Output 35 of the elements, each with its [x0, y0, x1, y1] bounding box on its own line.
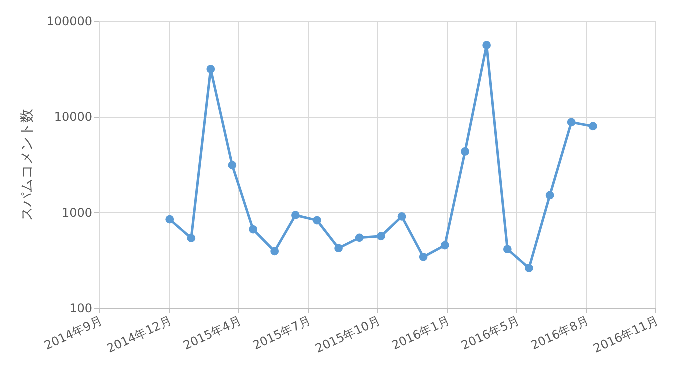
- point: [187, 234, 196, 242]
- point: [525, 264, 534, 272]
- point: [567, 118, 576, 127]
- x-tick-label: 2016年1月: [390, 314, 452, 353]
- point: [588, 122, 598, 131]
- y-tick-label: 10000: [54, 110, 92, 124]
- y-axis-title: スパムコメント数: [20, 109, 36, 221]
- point: [166, 215, 174, 224]
- point: [482, 41, 491, 50]
- point: [249, 225, 258, 234]
- point: [376, 232, 386, 241]
- y-tick-label: 100: [70, 302, 92, 316]
- point: [440, 241, 450, 250]
- point: [206, 65, 216, 74]
- x-tick-label: 2014年12月: [104, 314, 174, 356]
- x-tick-label: 2015年10月: [313, 314, 383, 356]
- x-tick-label: 2016年11月: [591, 314, 661, 356]
- point: [355, 234, 364, 242]
- point: [398, 212, 406, 221]
- x-tick-label: 2016年8月: [528, 314, 592, 353]
- point: [313, 216, 322, 225]
- point: [461, 148, 470, 156]
- x-tick-label: 2016年5月: [459, 314, 522, 353]
- x-tick-label: 2014年9月: [42, 314, 105, 353]
- point: [334, 244, 343, 253]
- y-tick-label: 100000: [46, 14, 92, 28]
- x-tick-label: 2015年4月: [181, 314, 244, 353]
- point: [228, 161, 237, 170]
- point: [546, 191, 554, 200]
- x-tick-label: 2015年7月: [250, 314, 314, 353]
- point: [292, 211, 300, 220]
- point: [419, 252, 428, 262]
- point: [270, 247, 280, 256]
- point: [503, 245, 512, 254]
- y-tick-label: 1000: [62, 206, 92, 220]
